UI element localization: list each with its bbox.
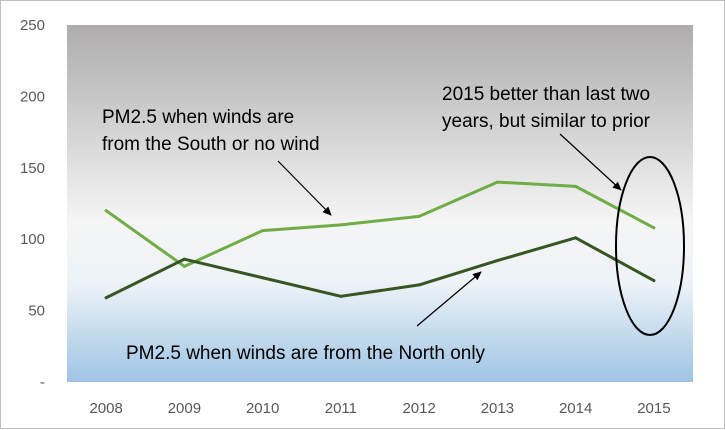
south-data-point	[339, 223, 343, 227]
x-tick-label: 2014	[559, 400, 592, 417]
arrow-north-annotation	[416, 271, 482, 327]
annotation-south: PM2.5 when winds are from the South or n…	[102, 107, 320, 155]
x-tick-label: 2009	[168, 400, 201, 417]
south-data-point	[495, 180, 499, 184]
series-line-north	[104, 236, 656, 300]
annotation-note-line-2: years, but similar to prior	[442, 111, 651, 132]
x-tick-label: 2012	[402, 400, 435, 417]
north-data-point	[574, 236, 578, 240]
north-data-point	[339, 294, 343, 298]
x-tick-label: 2008	[89, 400, 122, 417]
annotation-south-line-1: PM2.5 when winds are	[102, 107, 294, 128]
y-tick-label: 150	[20, 160, 45, 177]
y-tick-label: 50	[28, 303, 45, 320]
north-data-point	[652, 279, 656, 283]
arrow-note-annotation	[559, 133, 622, 191]
x-axis-tick-labels: 2008 2009 2010 2011 2012 2013 2014 2015	[89, 400, 670, 417]
north-data-point	[261, 276, 265, 280]
north-data-point	[182, 257, 186, 261]
x-tick-label: 2013	[481, 400, 514, 417]
annotation-note: 2015 better than last two years, but sim…	[442, 84, 651, 132]
y-tick-label: 250	[20, 17, 45, 34]
y-tick-label: -	[40, 374, 45, 391]
y-tick-label: 100	[20, 231, 45, 248]
x-tick-label: 2011	[325, 400, 357, 417]
south-data-point	[182, 264, 186, 268]
plot-area	[67, 25, 693, 382]
south-data-point	[574, 184, 578, 188]
highlight-ellipse-2015	[615, 156, 685, 336]
north-data-point	[104, 296, 108, 300]
series-line-south	[104, 180, 656, 268]
annotation-north: PM2.5 when winds are from the North only	[126, 343, 486, 364]
y-tick-label: 200	[20, 88, 45, 105]
x-tick-label: 2015	[637, 400, 670, 417]
north-data-point	[495, 259, 499, 263]
south-data-point	[417, 214, 421, 218]
annotation-south-line-2: from the South or no wind	[102, 134, 320, 155]
x-tick-label: 2010	[246, 400, 279, 417]
annotation-note-line-1: 2015 better than last two	[442, 84, 650, 105]
y-axis-tick-labels: - 50 100 150 200 250	[20, 17, 45, 391]
north-data-point	[417, 283, 421, 287]
south-data-point	[261, 229, 265, 233]
annotation-north-line-1: PM2.5 when winds are from the North only	[126, 343, 486, 364]
arrow-south-annotation	[277, 160, 332, 216]
south-data-point	[652, 226, 656, 230]
series-layer	[104, 180, 656, 300]
south-data-point	[104, 209, 108, 213]
